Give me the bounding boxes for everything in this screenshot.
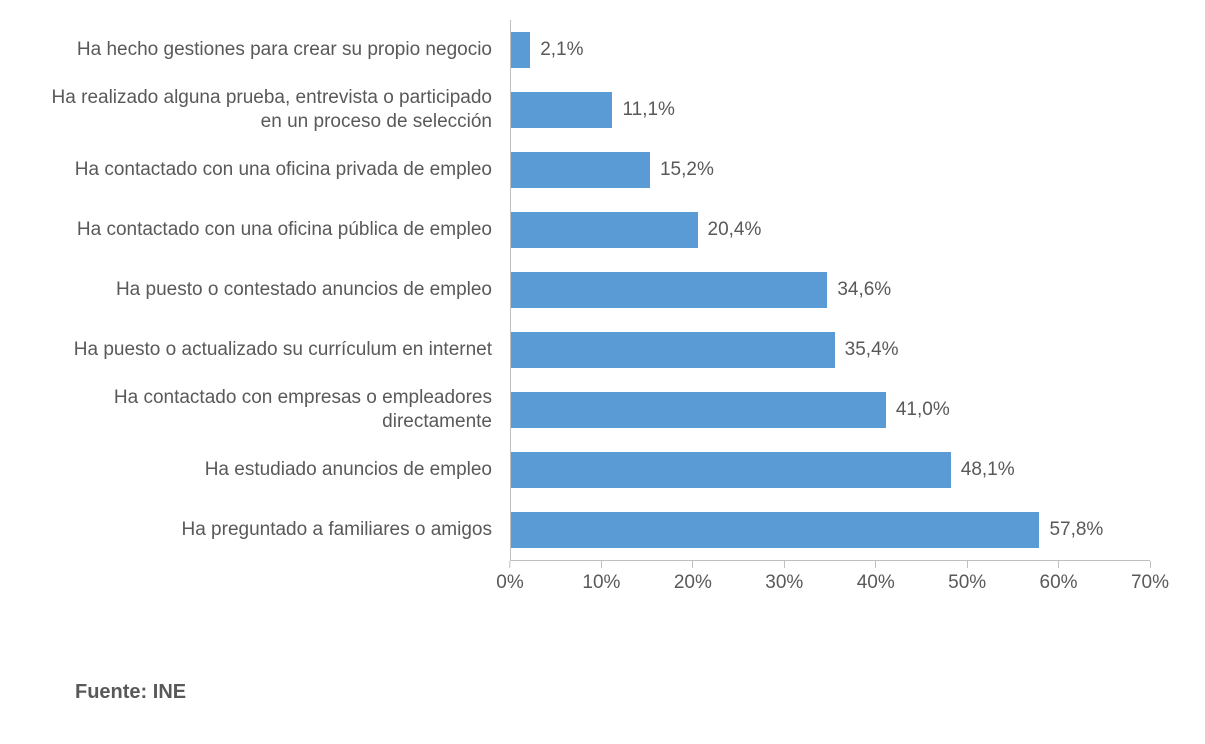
chart-row: Ha preguntado a familiares o amigos 57,8% [40, 500, 1160, 560]
x-tick-label: 30% [765, 572, 803, 594]
bar [511, 152, 650, 188]
value-label: 11,1% [622, 99, 674, 121]
value-label: 34,6% [837, 279, 891, 301]
chart: Ha hecho gestiones para crear su propio … [40, 20, 1160, 590]
value-label: 41,0% [896, 399, 950, 421]
bar [511, 32, 530, 68]
value-label: 20,4% [708, 219, 762, 241]
x-tick: 60% [1040, 561, 1078, 594]
x-tick-label: 50% [948, 572, 986, 594]
x-tick: 30% [765, 561, 803, 594]
bar [511, 212, 698, 248]
chart-row: Ha hecho gestiones para crear su propio … [40, 20, 1160, 80]
chart-row: Ha realizado alguna prueba, entrevista o… [40, 80, 1160, 140]
category-label: Ha hecho gestiones para crear su propio … [40, 38, 510, 62]
bar [511, 332, 835, 368]
category-label: Ha contactado con empresas o empleadores… [40, 386, 510, 434]
value-label: 2,1% [540, 39, 583, 61]
x-tick-label: 60% [1040, 572, 1078, 594]
bar [511, 92, 612, 128]
x-tick: 40% [857, 561, 895, 594]
category-label: Ha contactado con una oficina privada de… [40, 158, 510, 182]
chart-row: Ha contactado con una oficina privada de… [40, 140, 1160, 200]
value-label: 48,1% [961, 459, 1015, 481]
source-citation: Fuente: INE [75, 681, 186, 704]
x-tick: 20% [674, 561, 712, 594]
x-tick-label: 40% [857, 572, 895, 594]
value-label: 35,4% [845, 339, 899, 361]
x-tick: 10% [582, 561, 620, 594]
chart-row: Ha puesto o contestado anuncios de emple… [40, 260, 1160, 320]
category-label: Ha contactado con una oficina pública de… [40, 218, 510, 242]
x-tick-label: 20% [674, 572, 712, 594]
value-label: 15,2% [660, 159, 714, 181]
bar [511, 452, 951, 488]
source-prefix: Fuente: [75, 681, 153, 703]
category-label: Ha puesto o actualizado su currículum en… [40, 338, 510, 362]
x-tick-label: 10% [582, 572, 620, 594]
x-tick-label: 70% [1131, 572, 1169, 594]
category-label: Ha estudiado anuncios de empleo [40, 458, 510, 482]
chart-row: Ha puesto o actualizado su currículum en… [40, 320, 1160, 380]
category-label: Ha preguntado a familiares o amigos [40, 518, 510, 542]
chart-row: Ha estudiado anuncios de empleo 48,1% [40, 440, 1160, 500]
value-label: 57,8% [1049, 519, 1103, 541]
x-tick: 0% [496, 561, 523, 594]
x-tick-label: 0% [496, 572, 523, 594]
bar [511, 392, 886, 428]
x-axis: 0%10%20%30%40%50%60%70% [40, 560, 1160, 590]
chart-row: Ha contactado con empresas o empleadores… [40, 380, 1160, 440]
x-tick: 50% [948, 561, 986, 594]
bar [511, 272, 827, 308]
source-name: INE [153, 681, 186, 703]
category-label: Ha puesto o contestado anuncios de emple… [40, 278, 510, 302]
x-tick: 70% [1131, 561, 1169, 594]
chart-row: Ha contactado con una oficina pública de… [40, 200, 1160, 260]
category-label: Ha realizado alguna prueba, entrevista o… [40, 86, 510, 134]
bar [511, 512, 1039, 548]
